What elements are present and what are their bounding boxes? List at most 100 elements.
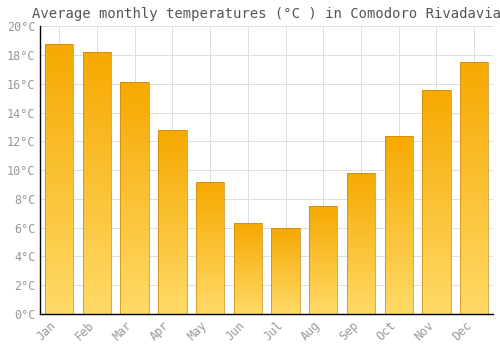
Bar	[309, 280, 338, 281]
Bar	[83, 186, 111, 188]
Bar	[120, 295, 149, 298]
Bar	[196, 197, 224, 199]
Bar	[83, 139, 111, 141]
Bar	[83, 183, 111, 186]
Bar	[120, 159, 149, 161]
Bar	[384, 294, 413, 296]
Bar	[196, 282, 224, 284]
Bar	[196, 202, 224, 203]
Bar	[384, 257, 413, 259]
Bar	[460, 256, 488, 259]
Bar	[45, 79, 74, 82]
Bar	[45, 157, 74, 160]
Bar	[196, 219, 224, 220]
Bar	[272, 274, 299, 275]
Bar	[120, 166, 149, 168]
Bar	[45, 144, 74, 146]
Bar	[460, 228, 488, 231]
Bar	[83, 298, 111, 301]
Bar	[83, 52, 111, 55]
Bar	[460, 85, 488, 88]
Bar	[309, 209, 338, 210]
Bar	[309, 256, 338, 257]
Bar	[272, 283, 299, 284]
Bar	[347, 255, 375, 256]
Bar	[309, 264, 338, 265]
Bar	[309, 302, 338, 303]
Bar	[309, 299, 338, 300]
Bar	[460, 304, 488, 306]
Bar	[384, 309, 413, 310]
Bar	[196, 252, 224, 253]
Bar	[45, 130, 74, 133]
Bar	[272, 255, 299, 256]
Bar	[347, 198, 375, 200]
Bar	[272, 268, 299, 269]
Bar	[83, 288, 111, 290]
Bar	[460, 95, 488, 97]
Bar	[347, 249, 375, 251]
Bar	[272, 248, 299, 249]
Bar	[309, 313, 338, 314]
Bar	[234, 285, 262, 286]
Bar	[460, 291, 488, 294]
Bar	[234, 275, 262, 276]
Bar	[422, 184, 450, 186]
Bar	[45, 311, 74, 314]
Bar	[120, 217, 149, 219]
Bar	[384, 310, 413, 312]
Bar	[460, 88, 488, 90]
Bar	[196, 286, 224, 287]
Bar	[234, 223, 262, 224]
Bar	[422, 179, 450, 182]
Bar	[422, 312, 450, 314]
Bar	[196, 237, 224, 238]
Bar	[120, 291, 149, 293]
Bar	[422, 217, 450, 220]
Bar	[309, 235, 338, 236]
Bar	[347, 219, 375, 221]
Bar	[234, 307, 262, 308]
Bar	[309, 225, 338, 226]
Bar	[460, 125, 488, 128]
Bar	[120, 96, 149, 99]
Bar	[83, 259, 111, 261]
Bar	[120, 210, 149, 212]
Bar	[83, 165, 111, 167]
Bar	[384, 287, 413, 289]
Bar	[272, 290, 299, 292]
Bar	[158, 237, 186, 238]
Bar	[158, 250, 186, 251]
Bar	[460, 312, 488, 314]
Bar	[384, 239, 413, 241]
Bar	[158, 262, 186, 264]
Bar	[83, 76, 111, 78]
Bar	[158, 222, 186, 224]
Bar	[234, 303, 262, 304]
Bar	[83, 196, 111, 199]
Bar	[158, 235, 186, 237]
Bar	[272, 285, 299, 286]
Bar	[234, 288, 262, 289]
Bar	[83, 162, 111, 165]
Bar	[422, 298, 450, 300]
Bar	[422, 96, 450, 99]
Bar	[272, 282, 299, 283]
Bar	[272, 251, 299, 252]
Bar	[45, 43, 74, 46]
Bar	[460, 168, 488, 170]
Bar	[347, 273, 375, 274]
Bar	[158, 189, 186, 190]
Bar	[120, 184, 149, 187]
Bar	[234, 308, 262, 309]
Bar	[120, 142, 149, 145]
Bar	[83, 240, 111, 243]
Bar	[83, 222, 111, 225]
Bar	[309, 206, 338, 314]
Bar	[83, 272, 111, 275]
Bar	[422, 130, 450, 132]
Bar	[120, 145, 149, 147]
Bar	[460, 203, 488, 206]
Bar	[422, 271, 450, 273]
Bar	[45, 57, 74, 60]
